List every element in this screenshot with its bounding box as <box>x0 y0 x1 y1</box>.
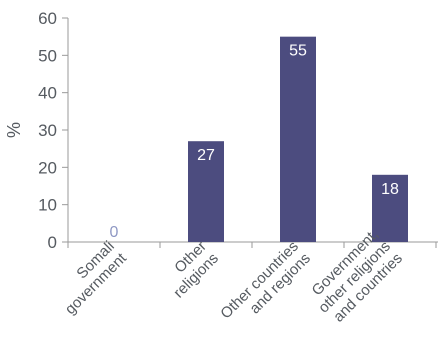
y-tick-label: 10 <box>38 196 57 215</box>
y-tick-label: 0 <box>48 233 57 252</box>
bar-value-label: 55 <box>289 43 307 60</box>
bar-value-label: 18 <box>381 181 399 198</box>
y-tick-label: 40 <box>38 84 57 103</box>
data-labels-group: 0 27 55 18 <box>110 43 399 241</box>
y-axis-title: % <box>4 122 24 138</box>
y-tick-label: 20 <box>38 158 57 177</box>
bar-value-label: 0 <box>110 224 119 241</box>
x-axis-ticks <box>67 242 437 248</box>
bar <box>188 141 224 242</box>
bar-value-label: 27 <box>197 147 215 164</box>
bar <box>372 174 408 242</box>
y-tick-label: 50 <box>38 46 57 65</box>
bar <box>280 36 316 242</box>
y-axis-ticks: 0 10 20 30 40 50 60 <box>38 9 68 252</box>
y-tick-label: 60 <box>38 9 57 28</box>
bars-group <box>188 36 408 242</box>
y-tick-label: 30 <box>38 121 57 140</box>
